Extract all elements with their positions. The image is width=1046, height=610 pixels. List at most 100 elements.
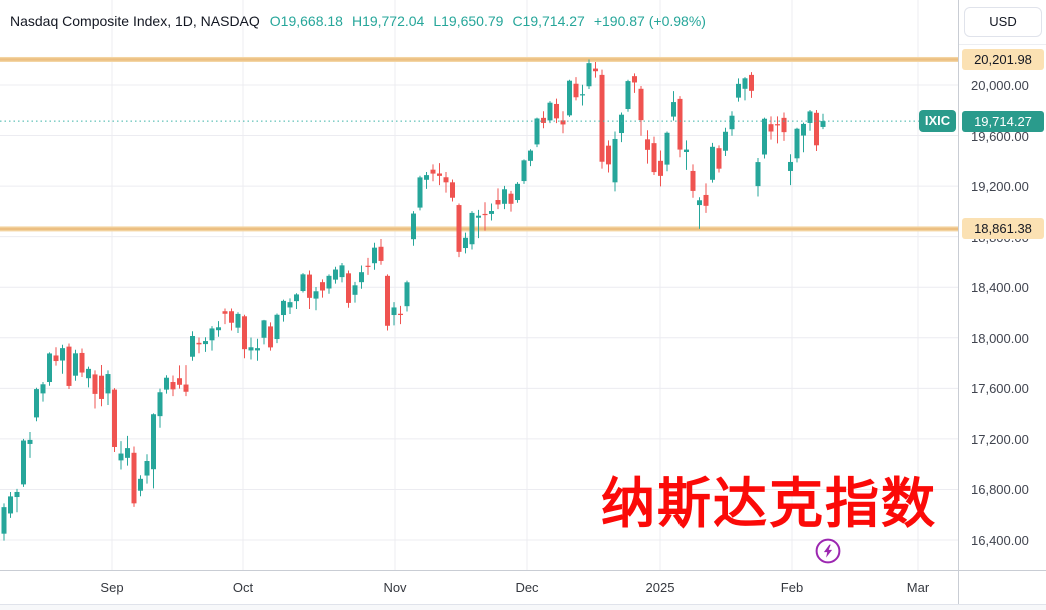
candle-body [664,132,670,165]
candle-body [190,336,195,357]
candle-body [534,118,540,145]
candle-body [736,83,741,98]
candle-body [820,121,826,127]
candle-body [599,74,605,162]
candle-body [463,237,468,249]
candle-body [125,448,130,458]
candle-body [53,355,59,362]
chart-plot-area[interactable]: Nasdaq Composite Index, 1D, NASDAQ O19,66… [0,0,958,570]
candlestick-chart[interactable] [0,0,958,570]
candle-body [1,507,7,534]
candle-body [697,200,702,206]
time-tick-label: 2025 [645,580,675,595]
candle-body [294,294,299,302]
candle-body [300,274,306,292]
time-axis[interactable]: Sep Oct Nov Dec 2025 Feb Mar [0,570,1046,605]
candle-body [554,103,559,119]
candle-body [430,169,436,174]
candle-body [729,115,735,130]
candle-body [131,452,137,504]
candle-body [157,392,163,417]
time-tick-label: Mar [906,580,930,595]
candle-body [586,63,592,87]
price-axis[interactable]: USD 20,000.0019,600.0019,200.0018,800.00… [958,0,1046,570]
time-tick-label: Sep [100,580,124,595]
candle-body [47,353,52,383]
candle-body [164,377,169,390]
lightning-bolt-icon [823,544,833,558]
candle-body [476,215,481,218]
candle-body [27,439,33,444]
last-price-symbol-badge: IXIC [919,110,956,133]
change-value: +190.87 (+0.98%) [593,13,706,29]
candle-body [684,149,689,152]
currency-button-label: USD [989,14,1017,29]
candle-body [723,131,728,151]
candle-body [73,353,78,376]
candle-body [8,496,13,514]
candle-body [365,265,371,267]
candle-body [105,374,111,394]
candle-body [183,384,189,392]
time-tick-label: Dec [515,580,539,595]
candle-body [671,102,676,117]
ohlc-item: C19,714.27 [512,13,585,29]
candle-body [495,200,501,205]
candle-body [547,102,553,121]
price-marker-line-core [0,58,958,61]
candle-body [216,327,221,331]
candle-body [489,211,494,214]
candle-body [320,282,325,291]
price-tick-label: 16,800.00 [971,482,1029,498]
price-tick-label: 18,000.00 [971,330,1029,346]
candle-body [710,146,715,180]
candle-body [755,162,761,187]
candle-body [222,311,228,314]
candle-body [502,189,507,204]
candle-body [560,120,566,125]
candle-body [632,76,637,83]
candle-body [528,150,533,161]
price-tick-label: 20,000.00 [971,78,1029,93]
ohlc-values: O19,668.18 H19,772.04 L19,650.79 C19,714.27 [270,13,594,29]
candle-body [359,272,364,283]
price-tick-label: 16,400.00 [971,533,1029,548]
candle-body [411,213,416,240]
candle-body [515,183,520,201]
candle-body [307,274,312,298]
candle-body [255,348,260,351]
candle-body [196,342,202,345]
bottom-strip [0,604,1046,610]
high-line-price-label: 20,201.98 [962,48,1044,70]
candle-body [40,384,46,394]
candle-body [261,320,267,338]
candle-body [274,314,280,340]
symbol-title[interactable]: Nasdaq Composite Index, 1D, NASDAQ [10,13,260,29]
candle-body [593,68,598,72]
candle-body [138,478,143,491]
time-tick-label: Nov [383,580,407,595]
candle-body [612,138,618,183]
candle-body [651,143,657,173]
candle-body [391,307,397,316]
candle-body [742,78,748,89]
currency-button[interactable]: USD [964,7,1042,37]
candle-body [209,328,215,341]
candle-body [372,247,377,264]
candle-body [118,453,124,461]
instant-trading-icon[interactable] [813,536,843,566]
ohlc-item: L19,650.79 [433,13,504,29]
candle-body [333,269,338,280]
candle-body [417,177,423,208]
symbol-legend: Nasdaq Composite Index, 1D, NASDAQ O19,66… [10,13,706,29]
candle-body [749,74,754,91]
candle-body [281,300,286,316]
candle-body [404,282,410,307]
candle-body [638,88,644,121]
candle-body [313,291,319,299]
candle-body [469,212,475,245]
time-tick-label: Oct [232,580,254,595]
candle-body [378,246,384,261]
candle-body [99,375,104,399]
candle-body [66,346,72,386]
